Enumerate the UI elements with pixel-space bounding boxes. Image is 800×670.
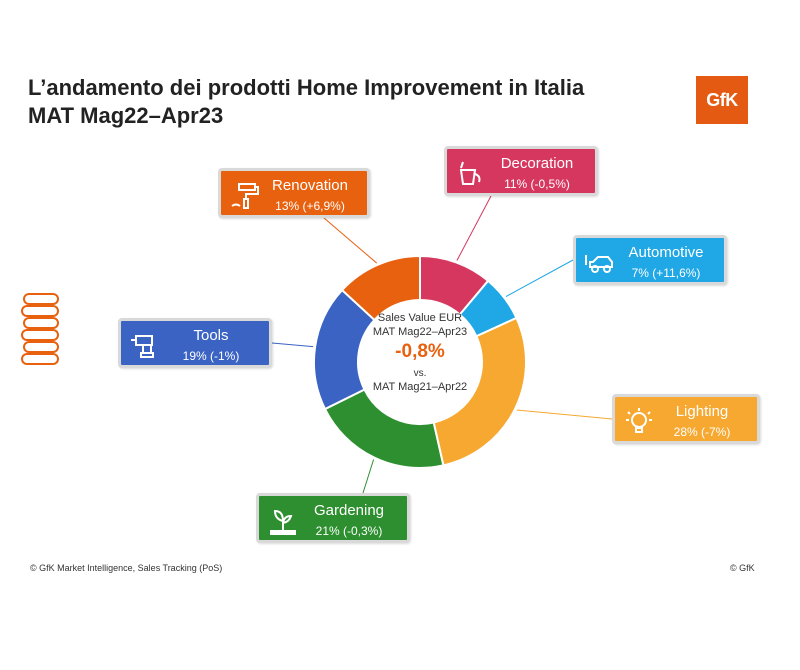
callout-value: 7% (+11,6%) bbox=[631, 266, 701, 280]
copyright-note: © GfK bbox=[730, 563, 755, 573]
leader-line-tools bbox=[271, 342, 314, 348]
leader-line-automotive bbox=[505, 259, 574, 298]
callout-value: 21% (-0,3%) bbox=[315, 524, 383, 538]
callout-name: Lighting bbox=[675, 403, 729, 420]
leader-line-lighting bbox=[516, 409, 613, 420]
chart-title: L’andamento dei prodotti Home Improvemen… bbox=[28, 74, 668, 130]
leader-line-decoration bbox=[456, 195, 492, 261]
callout-name: Tools bbox=[193, 327, 229, 344]
leader-line-renovation bbox=[323, 217, 378, 264]
paint-roller-icon bbox=[231, 183, 259, 209]
callout-name: Renovation bbox=[272, 177, 348, 194]
callout-tools: Tools 19% (-1%) bbox=[118, 318, 272, 368]
paint-bucket-icon bbox=[459, 161, 481, 185]
callout-value: 28% (-7%) bbox=[673, 425, 731, 439]
center-label-line-2: MAT Mag22–Apr23 bbox=[372, 326, 468, 338]
callout-value: 19% (-1%) bbox=[182, 349, 240, 363]
center-label-line-4: MAT Mag21–Apr22 bbox=[372, 381, 468, 393]
callout-renovation: Renovation 13% (+6,9%) bbox=[218, 168, 370, 218]
donut-slices bbox=[313, 254, 527, 469]
callout-lighting: Lighting 28% (-7%) bbox=[612, 394, 760, 444]
leader-lines bbox=[271, 195, 613, 494]
title-line-1: L’andamento dei prodotti Home Improvemen… bbox=[28, 75, 585, 100]
callout-name: Automotive bbox=[628, 244, 704, 261]
callout-gardening: Gardening 21% (-0,3%) bbox=[256, 493, 410, 543]
callout-name: Decoration bbox=[500, 155, 574, 172]
plant-sprout-icon bbox=[270, 509, 296, 535]
callout-value: 11% (-0,5%) bbox=[504, 177, 570, 191]
leader-line-gardening bbox=[362, 459, 375, 494]
gfk-logo: GfK bbox=[696, 76, 748, 124]
callout-value: 13% (+6,9%) bbox=[275, 199, 345, 213]
center-vs: vs. bbox=[413, 368, 427, 379]
center-label-line-1: Sales Value EUR bbox=[377, 312, 463, 324]
source-note: © GfK Market Intelligence, Sales Trackin… bbox=[30, 563, 223, 573]
callout-automotive: Automotive 7% (+11,6%) bbox=[573, 235, 727, 285]
callout-name: Gardening bbox=[313, 502, 385, 519]
slice-renovation bbox=[340, 254, 421, 322]
callout-decoration: Decoration 11% (-0,5%) bbox=[444, 146, 598, 196]
title-line-2: MAT Mag22–Apr23 bbox=[28, 103, 224, 128]
coins-icon bbox=[21, 293, 59, 365]
light-bulb-icon bbox=[626, 408, 652, 433]
center-change-value: -0,8% bbox=[395, 341, 445, 362]
car-icon bbox=[585, 255, 613, 273]
slice-lighting bbox=[432, 316, 527, 467]
power-drill-icon bbox=[131, 335, 154, 358]
